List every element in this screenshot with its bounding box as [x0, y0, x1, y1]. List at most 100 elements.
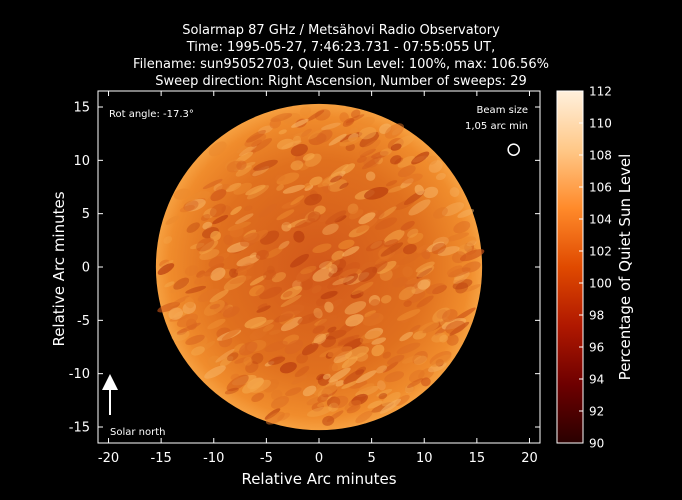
disk-texture-blob: [264, 340, 288, 352]
disk-texture-blob: [300, 265, 317, 275]
disk-texture-blob: [251, 392, 265, 403]
x-axis-label: Relative Arc minutes: [241, 470, 396, 488]
disk-texture-blob: [209, 289, 229, 303]
disk-texture-blob: [416, 244, 429, 254]
colorbar-tick-label: 94: [589, 373, 604, 387]
disk-texture-blob: [360, 287, 371, 295]
disk-texture-blob: [258, 203, 277, 218]
disk-texture-blob: [344, 400, 362, 412]
x-tick-label: -15: [151, 451, 172, 466]
disk-texture-blob: [408, 199, 431, 216]
disk-texture-blob: [311, 285, 322, 294]
disk-texture-blob: [209, 203, 226, 218]
disk-texture-blob: [307, 129, 323, 140]
disk-texture-blob: [291, 374, 308, 385]
solar-north-arrow: [102, 374, 118, 415]
x-axis-ticks: -20 -15 -10 -5 0 5 10 15 20: [98, 91, 538, 466]
disk-texture-blob: [412, 156, 425, 163]
disk-texture-blob: [355, 410, 373, 424]
disk-texture-blob: [406, 378, 424, 389]
disk-texture-blob: [215, 348, 235, 363]
disk-texture-blob: [359, 148, 376, 158]
disk-texture-blob: [257, 303, 268, 310]
disk-texture-blob: [356, 217, 378, 234]
disk-texture-blob: [243, 356, 253, 366]
disk-texture-blob: [350, 290, 364, 299]
disk-texture-blob: [366, 240, 385, 252]
disk-texture-blob: [316, 129, 333, 143]
colorbar: 112 110 108 106 104 102 100 98 96 94 92 90 Percenta…: [556, 85, 634, 451]
disk-texture-blob: [249, 284, 265, 297]
disk-texture-blob: [199, 249, 220, 260]
colorbar-tick-label: 92: [589, 405, 604, 419]
disk-texture-blob: [303, 182, 312, 189]
disk-texture-blob: [165, 215, 180, 225]
disk-texture-blob: [173, 277, 190, 290]
disk-texture-blob: [359, 261, 377, 276]
disk-texture-blob: [453, 307, 476, 322]
disk-texture-blob: [324, 301, 334, 313]
disk-texture-blob: [255, 249, 269, 260]
y-axis-ticks: 15 10 5 0 -5 -10 -15: [69, 101, 540, 436]
disk-texture-blob: [381, 391, 401, 407]
disk-texture-blob: [325, 258, 340, 270]
disk-texture-blob: [294, 366, 310, 378]
disk-texture-blob: [330, 163, 349, 177]
disk-texture-blob: [276, 209, 295, 221]
disk-texture-blob: [375, 365, 388, 374]
disk-texture-blob: [202, 221, 213, 230]
disk-texture-blob: [210, 189, 227, 202]
disk-texture-blob: [284, 339, 304, 355]
disk-texture-blob: [230, 206, 242, 216]
disk-texture-blob: [285, 387, 302, 397]
disk-texture-blob: [409, 369, 425, 383]
disk-texture-blob: [387, 354, 405, 365]
disk-texture-blob: [398, 252, 422, 266]
disk-texture-blob: [283, 112, 301, 125]
disk-texture-blob: [346, 404, 361, 414]
disk-texture-blob: [393, 199, 415, 211]
disk-texture-blob: [407, 228, 419, 238]
disk-texture-blob: [313, 307, 323, 319]
disk-texture-blob: [290, 195, 305, 206]
disk-texture-blob: [413, 355, 427, 365]
disk-texture-blob: [246, 130, 266, 143]
disk-texture-blob: [249, 275, 267, 286]
disk-texture-blob: [356, 156, 367, 163]
disk-texture-blob: [169, 295, 190, 307]
disk-texture-blob: [240, 232, 260, 247]
disk-texture-blob: [367, 400, 383, 409]
disk-texture-blob: [397, 309, 421, 321]
disk-texture-blob: [306, 406, 332, 417]
disk-texture-blob: [338, 239, 355, 250]
disk-texture-blob: [276, 138, 294, 150]
disk-texture-blob: [332, 275, 355, 286]
disk-texture-blob: [358, 266, 378, 282]
disk-texture-blob: [355, 116, 375, 130]
disk-texture-blob: [345, 314, 364, 327]
disk-texture-blob: [297, 312, 321, 325]
disk-texture-blob: [431, 332, 447, 343]
disk-texture-blob: [351, 281, 374, 295]
disk-texture-blob: [401, 354, 422, 364]
disk-texture-blob: [371, 151, 389, 159]
disk-texture-blob: [263, 269, 277, 280]
disk-texture-blob: [184, 265, 199, 276]
disk-texture-blob: [295, 268, 313, 283]
disk-texture-blob: [276, 184, 284, 191]
disk-texture-blob: [414, 184, 425, 196]
disk-texture-blob: [349, 380, 368, 389]
disk-texture-blob: [266, 265, 275, 274]
disk-texture-blob: [364, 186, 389, 200]
disk-texture-blob: [279, 362, 297, 374]
disk-texture-blob: [345, 346, 370, 360]
disk-texture-blob: [168, 307, 183, 320]
disk-texture-blob: [425, 283, 446, 295]
disk-texture-blob: [182, 197, 195, 204]
disk-texture-blob: [173, 188, 191, 200]
disk-texture-blob: [272, 398, 286, 407]
disk-texture-blob: [219, 356, 234, 367]
disk-texture-blob: [316, 401, 327, 407]
disk-texture-blob: [341, 380, 358, 389]
title-line-2: Time: 1995-05-27, 7:46:23.731 - 07:55:05…: [186, 40, 496, 55]
